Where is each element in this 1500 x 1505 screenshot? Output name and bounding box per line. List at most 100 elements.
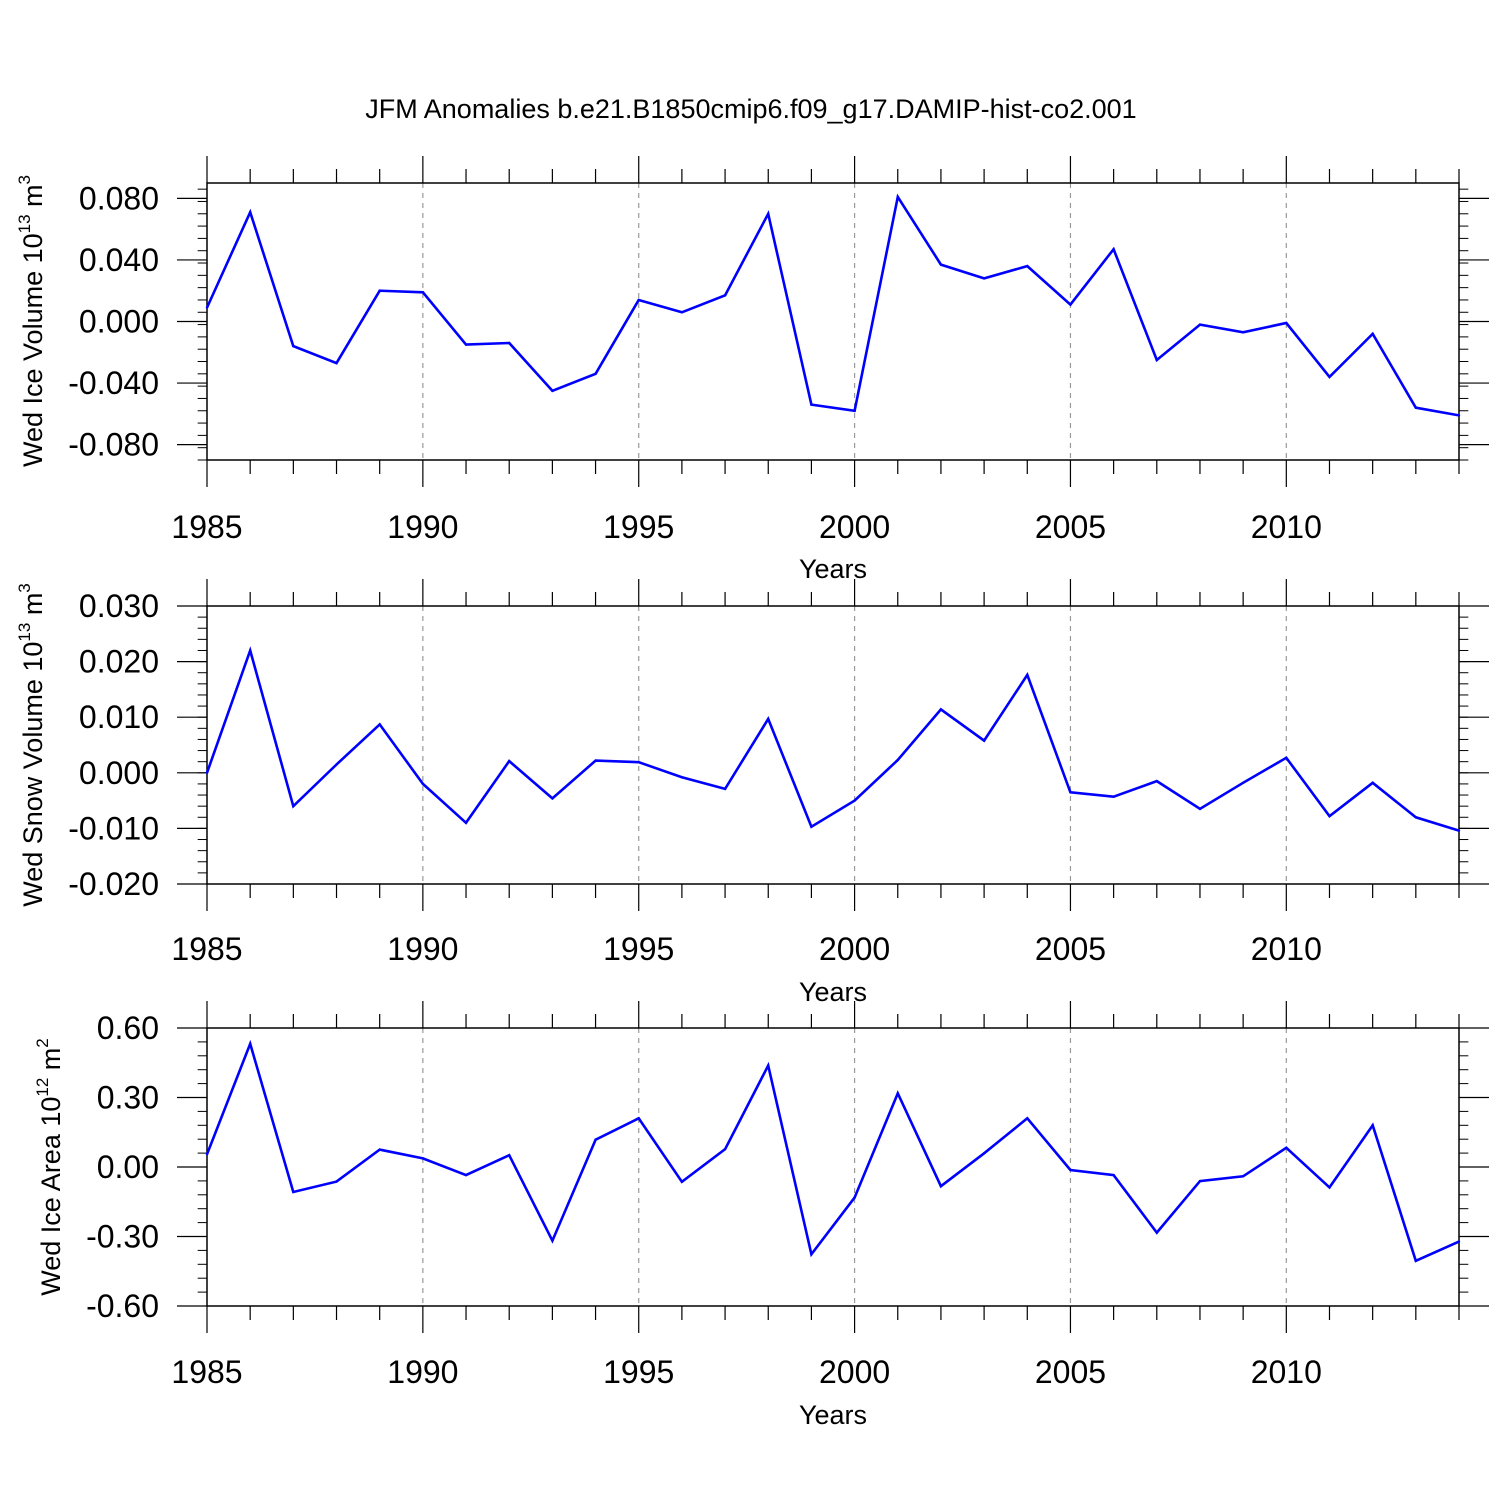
x-tick-label: 2010	[1251, 1354, 1322, 1390]
data-point	[1198, 807, 1202, 811]
data-point	[378, 1148, 381, 1151]
y-tick-label: -0.080	[68, 427, 159, 463]
data-point	[680, 1180, 684, 1184]
data-point	[508, 341, 511, 345]
y-tick-label: -0.020	[68, 866, 159, 902]
y-axis-label-superscript: 3	[15, 175, 34, 184]
y-tick-label: -0.010	[68, 810, 159, 846]
data-point	[853, 1196, 856, 1199]
data-point	[1069, 791, 1072, 794]
y-axis-label-text: Wed Ice Area 10	[36, 1097, 66, 1296]
y-axis-label: Wed Ice Volume 1013 m3	[15, 175, 48, 467]
x-tick-label: 1995	[603, 931, 674, 967]
x-tick-label: 2010	[1251, 931, 1322, 967]
data-point	[248, 211, 252, 214]
data-point	[335, 763, 338, 766]
x-tick-label: 1990	[387, 931, 458, 967]
plot-frame	[206, 605, 1460, 885]
y-tick-label: -0.040	[68, 365, 159, 401]
x-tick-label: 2010	[1251, 509, 1322, 545]
x-tick-label: 2000	[819, 1354, 890, 1390]
series-line	[205, 193, 1460, 417]
figure-title: JFM Anomalies b.e21.B1850cmip6.f09_g17.D…	[365, 94, 1136, 124]
data-point	[1371, 332, 1374, 336]
data-point	[723, 787, 727, 791]
x-tick-label: 2005	[1035, 931, 1106, 967]
data-point	[1457, 829, 1461, 832]
data-point	[1112, 795, 1115, 798]
data-point	[1155, 1231, 1158, 1234]
data-point	[292, 344, 295, 348]
data-point	[767, 1064, 770, 1067]
y-tick-label: 0.030	[79, 588, 159, 624]
panel-2: -0.020 -0.010 0.000 0.010 0.020 0.030 1985 1990…	[15, 579, 1489, 1007]
y-axis-label-text: m	[18, 593, 48, 623]
data-point	[1241, 331, 1245, 334]
x-tick-label: 2000	[819, 509, 890, 545]
data-point	[1285, 1146, 1288, 1149]
y-axis-label-text: m	[36, 1048, 66, 1078]
data-point	[896, 1092, 899, 1095]
data-point	[680, 311, 684, 314]
x-tick-label: 1985	[171, 509, 242, 545]
data-point	[378, 289, 381, 292]
data-point	[378, 723, 381, 726]
panel-1: -0.080 -0.040 0.000 0.040 0.080 1985 1990 1995 2…	[15, 156, 1489, 584]
y-tick-label: 0.080	[79, 180, 159, 216]
data-point	[464, 821, 468, 825]
y-axis-label-text: Wed Ice Volume 10	[18, 233, 48, 467]
y-tick-label: 0.000	[79, 304, 159, 340]
data-point	[1069, 1168, 1072, 1172]
y-tick-label: 0.30	[97, 1080, 159, 1116]
data-point	[896, 195, 899, 199]
y-tick-label: 0.020	[79, 644, 159, 680]
data-point	[594, 1138, 597, 1141]
data-point	[594, 759, 597, 762]
data-point	[939, 708, 943, 711]
data-point	[421, 782, 425, 786]
data-point	[1371, 781, 1374, 785]
data-point	[1414, 1259, 1418, 1263]
data-point	[335, 1180, 338, 1183]
data-point	[896, 758, 899, 762]
y-axis-label-superscript: 13	[15, 623, 34, 642]
y-tick-label: 0.00	[97, 1149, 159, 1185]
x-axis-label: Years	[799, 554, 867, 584]
data-point	[1155, 358, 1158, 362]
data-point	[1328, 375, 1331, 379]
y-axis-label-superscript: 2	[33, 1038, 52, 1047]
data-point	[982, 1152, 986, 1155]
x-tick-label: 1995	[603, 1354, 674, 1390]
data-point	[1414, 406, 1418, 409]
data-point	[939, 1185, 943, 1188]
plot-frame	[206, 1027, 1460, 1307]
y-tick-label: 0.010	[79, 699, 159, 735]
data-point	[1241, 1175, 1245, 1178]
y-tick-label: -0.30	[86, 1219, 159, 1255]
x-tick-label: 1985	[171, 1354, 242, 1390]
data-point	[205, 306, 209, 309]
data-point	[1457, 1240, 1461, 1243]
data-point	[1112, 247, 1115, 251]
data-point	[1371, 1124, 1374, 1127]
x-tick-label: 2005	[1035, 1354, 1106, 1390]
y-axis-label-text: m	[18, 184, 48, 214]
data-point	[1198, 1179, 1202, 1183]
data-point	[421, 1157, 425, 1160]
data-point	[810, 403, 813, 406]
x-axis-label: Years	[799, 977, 867, 1007]
data-point	[1328, 1186, 1331, 1189]
panel-3: -0.60 -0.30 0.00 0.30 0.60 1985 1990 1995 2000 20…	[33, 1001, 1489, 1430]
data-point	[982, 277, 986, 280]
data-point	[939, 263, 943, 266]
data-point	[1414, 816, 1418, 819]
data-point	[1241, 781, 1245, 785]
x-tick-label: 2000	[819, 931, 890, 967]
data-point	[1026, 673, 1029, 677]
data-point	[680, 776, 684, 779]
data-point	[248, 1042, 252, 1045]
data-point	[637, 1117, 640, 1120]
data-point	[853, 799, 856, 802]
